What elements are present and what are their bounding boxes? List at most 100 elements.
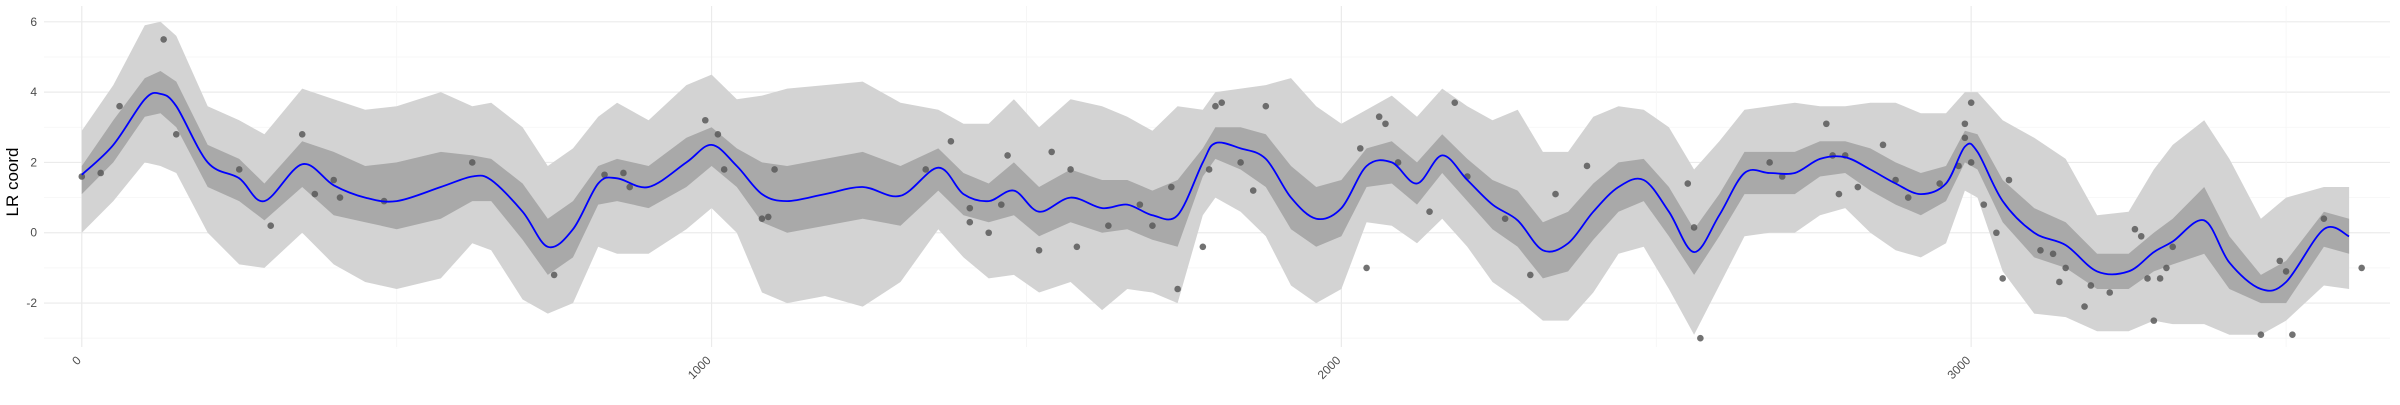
observation-point: [1174, 285, 1181, 293]
observation-point: [1501, 215, 1509, 222]
observation-point: [2276, 257, 2284, 265]
observation-point: [1073, 243, 1081, 251]
x-tick-label: 2000: [1315, 353, 1344, 382]
observation-point: [2037, 247, 2044, 254]
observation-point: [235, 166, 243, 173]
observation-point: [1993, 229, 2000, 237]
y-tick-label: 2: [30, 155, 37, 169]
observation-point: [2156, 275, 2164, 282]
observation-point: [172, 131, 180, 138]
observation-point: [985, 229, 992, 237]
observation-point: [116, 102, 123, 110]
y-tick-label: -2: [26, 296, 37, 310]
observation-point: [966, 218, 974, 226]
observation-point: [1961, 120, 1969, 128]
observation-point: [1936, 180, 1943, 187]
posterior-mean-line: [81, 91, 2350, 292]
y-axis-title: LR coord: [3, 148, 22, 217]
y-tick-label: 4: [30, 85, 37, 99]
observation-point: [160, 36, 167, 43]
observation-point: [1766, 159, 1773, 166]
observation-point: [1967, 159, 1975, 166]
observation-point: [2062, 264, 2069, 272]
observation-point: [1967, 99, 1975, 106]
observation-point: [922, 166, 930, 173]
observation-point: [1105, 222, 1112, 230]
observation-point: [626, 183, 634, 191]
observation-point: [2081, 303, 2088, 310]
observation-point: [2137, 232, 2145, 240]
y-axis-tick-labels: -2 0 2 4 6: [26, 15, 37, 310]
observation-point: [298, 131, 306, 138]
observation-point: [1168, 183, 1175, 191]
observation-point: [1823, 120, 1830, 128]
observation-point: [1394, 159, 1402, 166]
y-tick-label: 6: [30, 15, 37, 29]
observation-point: [2320, 215, 2328, 222]
observation-point: [1004, 152, 1011, 159]
observation-point: [947, 138, 955, 145]
observation-point: [1375, 113, 1383, 121]
observation-point: [764, 213, 772, 221]
observation-point: [1999, 275, 2006, 282]
observation-point: [2049, 250, 2057, 258]
observation-point: [2131, 225, 2139, 233]
observation-point: [1451, 99, 1459, 106]
observation-point: [1356, 145, 1364, 152]
observation-point: [1835, 190, 1843, 198]
observation-point: [2087, 282, 2095, 289]
observation-point: [1218, 99, 1226, 106]
observation-point: [1363, 264, 1370, 272]
observation-point: [620, 169, 627, 177]
observation-point: [468, 159, 476, 166]
observation-point: [1980, 201, 1988, 208]
y-tick-label: 0: [30, 226, 37, 240]
observation-point: [2056, 278, 2063, 286]
observation-point: [1212, 102, 1219, 110]
observation-points: [78, 36, 2365, 342]
observation-point: [1690, 224, 1698, 231]
observation-point: [720, 166, 728, 173]
observation-point: [2282, 268, 2290, 275]
x-tick-label: 3000: [1945, 353, 1974, 382]
observation-point: [2257, 331, 2265, 338]
observation-point: [336, 194, 344, 201]
observation-point: [997, 201, 1005, 208]
observation-point: [1778, 173, 1786, 180]
observation-point: [1035, 247, 1043, 254]
observation-point: [701, 116, 709, 124]
observation-point: [966, 204, 974, 212]
observation-point: [2005, 176, 2013, 184]
observation-point: [1854, 183, 1862, 191]
mean-line: [81, 91, 2350, 292]
observation-point: [550, 271, 558, 279]
observation-point: [1426, 208, 1433, 215]
observation-point: [97, 169, 104, 177]
observation-point: [311, 190, 319, 198]
outer-credible-band: [81, 21, 2350, 335]
observation-point: [2358, 264, 2365, 272]
observation-point: [1136, 201, 1144, 208]
observation-point: [714, 131, 722, 138]
inner-band-area: [81, 71, 2350, 304]
observation-point: [267, 222, 275, 230]
observation-point: [758, 215, 766, 222]
observation-point: [2163, 264, 2170, 272]
observation-point: [601, 171, 608, 179]
observation-point: [1262, 102, 1270, 110]
observation-point: [1067, 166, 1074, 173]
observation-point: [2150, 317, 2158, 324]
observation-point: [330, 176, 338, 184]
observation-point: [2289, 331, 2296, 338]
observation-point: [2169, 243, 2177, 251]
observation-point: [1205, 166, 1213, 173]
observation-point: [2106, 289, 2114, 296]
observation-point: [1237, 159, 1244, 166]
observation-point: [1961, 134, 1969, 142]
observation-point: [1583, 162, 1591, 170]
observation-point: [1249, 187, 1257, 194]
observation-point: [1199, 243, 1207, 251]
observation-point: [2144, 275, 2151, 282]
observation-point: [1048, 148, 1055, 156]
